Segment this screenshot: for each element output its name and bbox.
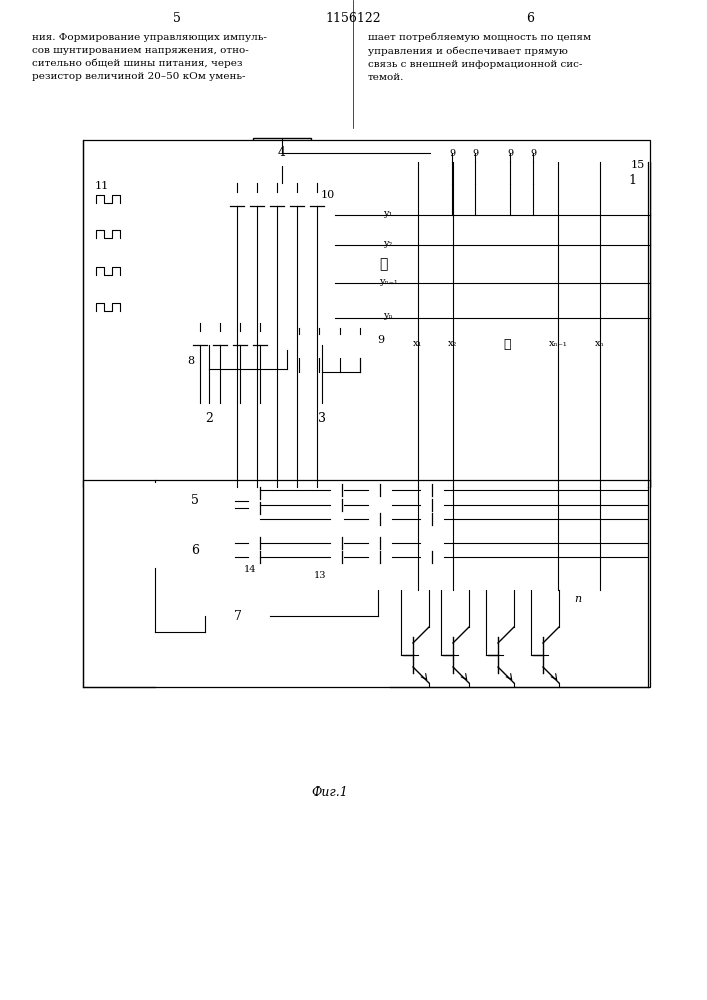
Bar [292, 334, 306, 358]
Text: 8: 8 [187, 356, 194, 366]
Bar [526, 160, 540, 184]
Text: 14: 14 [244, 566, 256, 574]
Text: 9: 9 [378, 335, 385, 345]
Text: 13: 13 [314, 570, 326, 580]
Text: ния. Формирование управляющих импуль-
сов шунтированием напряжения, отно-
ситель: ния. Формирование управляющих импуль- со… [32, 33, 267, 81]
Text: 9: 9 [472, 149, 478, 158]
Text: yₙ₋₁: yₙ₋₁ [379, 276, 397, 286]
Text: 3: 3 [318, 412, 326, 426]
Text: xₙ: xₙ [595, 338, 605, 348]
Text: 1: 1 [628, 174, 636, 186]
Text: x₂: x₂ [448, 338, 457, 348]
Bar [445, 160, 459, 184]
Bar [83, 480, 650, 687]
Bar [333, 334, 347, 358]
Text: 9: 9 [449, 149, 455, 158]
Text: 1156122: 1156122 [325, 11, 381, 24]
Text: yₙ: yₙ [383, 312, 393, 320]
Bar [218, 183, 338, 231]
Bar [390, 162, 650, 487]
Bar [155, 532, 235, 570]
Text: 2: 2 [205, 412, 213, 426]
Text: 4: 4 [278, 145, 286, 158]
Text: 6: 6 [191, 544, 199, 558]
Bar [253, 138, 311, 166]
Bar [155, 482, 235, 520]
Text: 10: 10 [321, 190, 335, 200]
Text: 5: 5 [173, 11, 181, 24]
Text: n: n [574, 594, 582, 604]
Bar [378, 587, 588, 685]
Bar [288, 403, 356, 435]
Bar [428, 153, 648, 191]
Text: 5: 5 [191, 494, 199, 508]
Text: 9: 9 [507, 149, 513, 158]
Text: xₙ₋₁: xₙ₋₁ [549, 338, 568, 348]
Text: шает потребляемую мощность по цепям
управления и обеспечивает прямую
связь с вне: шает потребляемую мощность по цепям упра… [368, 33, 591, 82]
Text: Фиг.1: Фиг.1 [312, 786, 349, 800]
Text: 9: 9 [530, 149, 536, 158]
Bar [88, 172, 273, 404]
Text: ⋮: ⋮ [379, 257, 387, 271]
Text: 11: 11 [95, 181, 109, 191]
Text: y₁: y₁ [383, 209, 392, 218]
Text: ⋯: ⋯ [503, 338, 510, 352]
Text: x₁: x₁ [414, 338, 423, 348]
Bar [503, 160, 517, 184]
Bar [312, 334, 326, 358]
Bar [283, 328, 391, 372]
Text: 6: 6 [526, 11, 534, 24]
Text: 7: 7 [233, 609, 241, 622]
Bar [205, 600, 270, 632]
Bar [353, 334, 367, 358]
Bar [178, 403, 240, 435]
Bar [83, 140, 650, 487]
Bar [468, 160, 482, 184]
Bar [183, 323, 286, 369]
Text: 15: 15 [631, 160, 645, 170]
Text: y₂: y₂ [383, 238, 392, 247]
